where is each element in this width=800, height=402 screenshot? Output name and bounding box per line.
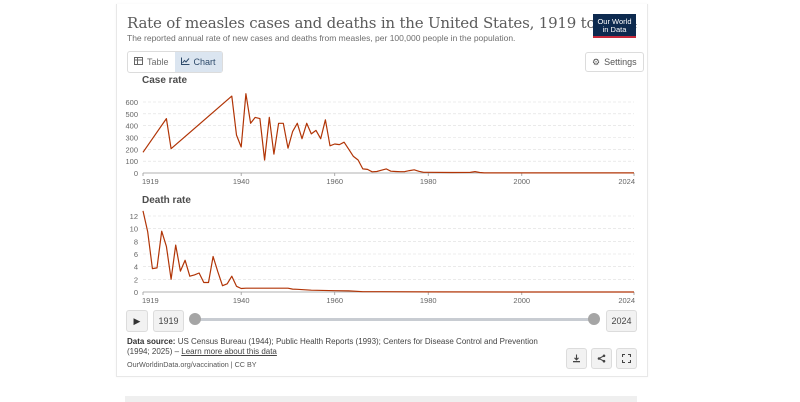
case-x-tick-label: 1940 <box>233 177 250 186</box>
case-rate-line <box>142 93 634 174</box>
view-tabs: Table Chart <box>127 51 223 73</box>
fullscreen-button[interactable] <box>616 348 637 369</box>
case-y-tick-label: 0 <box>134 169 138 178</box>
death-x-tick-label: 1919 <box>142 296 159 305</box>
chart-icon <box>180 57 190 67</box>
download-button[interactable] <box>566 348 587 369</box>
bottom-panel <box>125 396 637 402</box>
case-y-tick-label: 100 <box>125 157 138 166</box>
timeline-end[interactable]: 2024 <box>606 310 637 332</box>
fullscreen-icon <box>621 350 632 368</box>
death-x-tick-label: 1960 <box>326 296 343 305</box>
play-button[interactable]: ▶ <box>126 310 148 332</box>
death-y-tick-label: 12 <box>130 212 138 221</box>
death-rate-title: Death rate <box>142 195 191 206</box>
source-url: OurWorldinData.org/vaccination | CC BY <box>127 360 257 369</box>
death-y-tick-label: 6 <box>134 250 138 259</box>
case-y-tick-label: 600 <box>125 98 138 107</box>
logo-line-2: in Data <box>602 25 627 34</box>
gear-icon: ⚙ <box>592 56 601 67</box>
data-source: Data source: US Census Bureau (1944); Pu… <box>127 337 557 357</box>
share-button[interactable] <box>591 348 612 369</box>
death-x-tick-label: 1980 <box>420 296 437 305</box>
death-y-tick-label: 0 <box>134 288 138 297</box>
death-y-tick-label: 8 <box>134 237 138 246</box>
case-x-tick-label: 1980 <box>420 177 437 186</box>
case-y-tick-label: 300 <box>125 134 138 143</box>
chart-title: Rate of measles cases and deaths in the … <box>127 14 638 32</box>
timeline-track[interactable] <box>195 318 594 321</box>
case-y-tick-label: 200 <box>125 145 138 154</box>
death-y-tick-label: 4 <box>134 263 138 272</box>
timeline-start[interactable]: 1919 <box>153 310 184 332</box>
tab-table[interactable]: Table <box>128 52 175 72</box>
chart-subtitle: The reported annual rate of new cases an… <box>127 33 516 43</box>
settings-label: Settings <box>604 57 637 67</box>
timeline-end-handle[interactable] <box>588 313 600 325</box>
table-icon <box>134 57 143 67</box>
tab-table-label: Table <box>147 57 169 67</box>
download-icon <box>572 350 581 368</box>
case-rate-title: Case rate <box>142 75 188 86</box>
learn-more-link[interactable]: Learn more about this data <box>181 347 277 356</box>
tab-chart[interactable]: Chart <box>174 52 222 72</box>
death-x-tick-label: 2000 <box>513 296 530 305</box>
share-icon <box>597 350 606 368</box>
death-rate-line <box>142 210 634 293</box>
case-x-tick-label: 2000 <box>513 177 530 186</box>
play-icon: ▶ <box>133 315 141 326</box>
case-y-tick-label: 400 <box>125 122 138 131</box>
case-y-tick-label: 500 <box>125 110 138 119</box>
source-text: US Census Bureau (1944); Public Health R… <box>127 337 538 356</box>
death-y-tick-label: 2 <box>134 275 138 284</box>
death-x-tick-label: 1940 <box>233 296 250 305</box>
tab-chart-label: Chart <box>193 57 216 67</box>
timeline-start-handle[interactable] <box>189 313 201 325</box>
case-x-tick-label: 1919 <box>142 177 159 186</box>
logo-line-1: Our World <box>597 17 632 26</box>
source-label: Data source: <box>127 337 176 346</box>
case-x-tick-label: 2024 <box>618 177 635 186</box>
owid-logo[interactable]: Our World in Data <box>593 14 636 38</box>
death-y-tick-label: 10 <box>130 225 138 234</box>
case-x-tick-label: 1960 <box>326 177 343 186</box>
settings-button[interactable]: ⚙ Settings <box>585 52 644 72</box>
death-x-tick-label: 2024 <box>618 296 635 305</box>
